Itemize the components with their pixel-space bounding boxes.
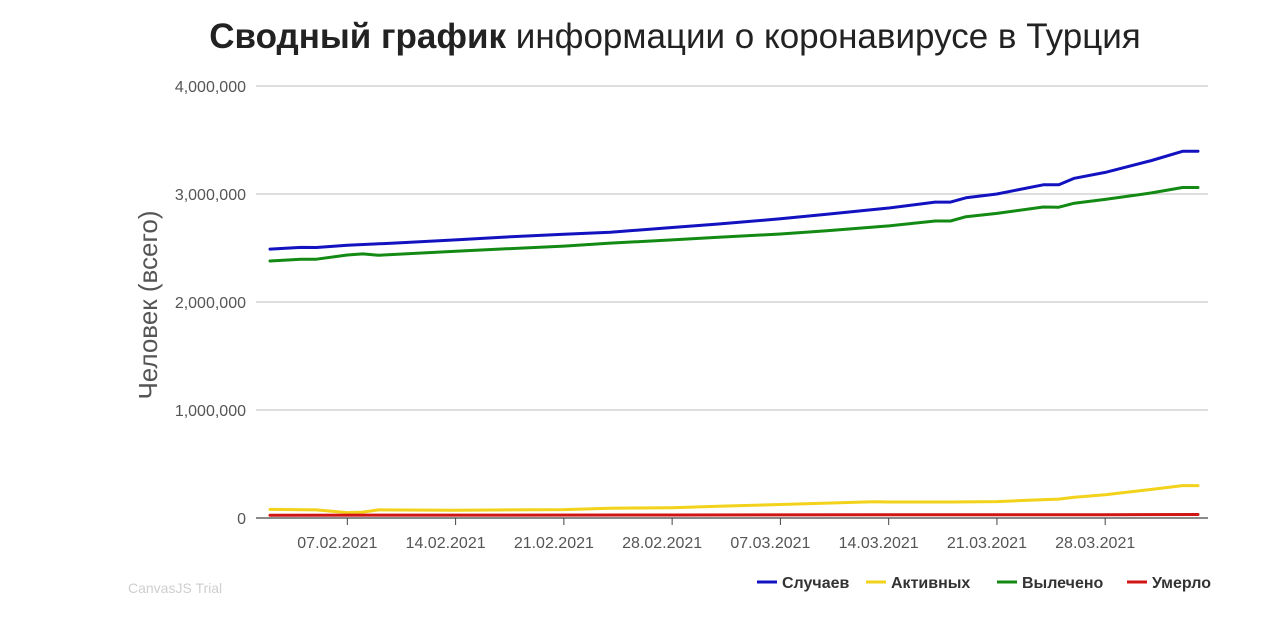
gridlines bbox=[256, 85, 1208, 525]
chart-title: Сводный график информации о коронавирусе… bbox=[209, 17, 1141, 56]
y-axis-tick-labels: 0 1,000,000 2,000,000 3,000,000 4,000,000 bbox=[175, 79, 246, 528]
x-tick-label: 07.02.2021 bbox=[297, 535, 377, 552]
x-tick-label: 21.03.2021 bbox=[947, 535, 1027, 552]
x-tick-label: 14.02.2021 bbox=[406, 535, 486, 552]
series-lines bbox=[268, 149, 1200, 517]
y-axis-title: Человек (всего) bbox=[133, 210, 163, 399]
legend-label: Вылечено bbox=[1022, 575, 1104, 592]
y-tick-label: 4,000,000 bbox=[175, 79, 246, 96]
legend-label: Умерло bbox=[1152, 575, 1211, 592]
watermark-text: CanvasJS Trial bbox=[128, 580, 222, 596]
legend-label: Случаев bbox=[782, 575, 849, 592]
y-tick-label: 2,000,000 bbox=[175, 295, 246, 312]
x-axis-tick-labels: 07.02.2021 14.02.2021 21.02.2021 28.02.2021… bbox=[297, 535, 1135, 552]
series-line bbox=[268, 186, 1200, 263]
x-tick-label: 14.03.2021 bbox=[839, 535, 919, 552]
x-tick-label: 07.03.2021 bbox=[730, 535, 810, 552]
x-tick-label: 28.03.2021 bbox=[1055, 535, 1135, 552]
chart-title-rest: информации о коронавирусе в Турция bbox=[506, 17, 1141, 56]
chart-title-bold: Сводный график bbox=[209, 17, 506, 56]
x-tick-label: 21.02.2021 bbox=[514, 535, 594, 552]
y-tick-label: 1,000,000 bbox=[175, 403, 246, 420]
y-tick-label: 3,000,000 bbox=[175, 187, 246, 204]
series-line bbox=[268, 484, 1200, 515]
x-tick-label: 28.02.2021 bbox=[622, 535, 702, 552]
y-tick-label: 0 bbox=[237, 511, 246, 528]
legend-label: Активных bbox=[891, 575, 970, 592]
legend: Случаев Активных Вылечено Умерло bbox=[757, 575, 1211, 592]
series-line bbox=[268, 149, 1200, 251]
series-line bbox=[268, 513, 1200, 517]
